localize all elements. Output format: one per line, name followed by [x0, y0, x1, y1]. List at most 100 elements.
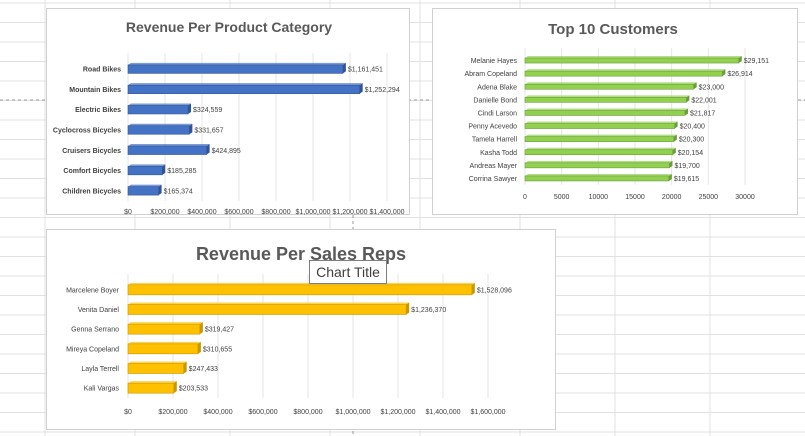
bar-top-face	[128, 322, 203, 325]
x-tick-label: $600,000	[248, 409, 277, 416]
data-label: $319,427	[205, 327, 234, 334]
x-tick-label: $1,200,000	[332, 209, 367, 216]
data-label: $1,161,451	[348, 67, 383, 74]
bar-side-face	[471, 282, 475, 295]
x-tick-label: 25000	[699, 194, 719, 201]
x-tick-label: $800,000	[293, 409, 322, 416]
category-label: Abram Copeland	[464, 71, 517, 78]
x-tick-label: 5000	[554, 194, 570, 201]
category-label: Kasha Todd	[480, 150, 517, 157]
category-label: Comfort Bicycles	[63, 168, 121, 175]
bar-side-face	[722, 69, 726, 77]
data-label: $203,533	[179, 386, 208, 393]
bar-top-face	[128, 381, 177, 384]
data-label: $1,236,370	[411, 307, 446, 314]
bar-top-face	[525, 160, 673, 163]
bar	[127, 145, 207, 155]
category-label: Kali Vargas	[84, 386, 120, 393]
x-tick-label: $1,400,000	[369, 209, 404, 216]
bar	[127, 84, 360, 94]
data-label: $20,300	[679, 137, 704, 144]
category-label: Adena Blake	[477, 84, 517, 91]
data-label: $19,615	[674, 176, 699, 183]
bar-side-face	[183, 361, 187, 374]
category-label: Danielle Bond	[473, 97, 517, 104]
bar	[127, 166, 163, 176]
bar	[127, 125, 190, 135]
bar-top-face	[128, 282, 475, 285]
bar-side-face	[197, 341, 201, 354]
category-label: Corrina Sawyer	[469, 176, 518, 183]
data-label: $22,001	[691, 97, 716, 104]
bar	[524, 136, 675, 142]
chart-top-10-customers[interactable]: Top 10 Customers 0 5000 10000 15000 20000 2500…	[432, 8, 798, 215]
category-label: Penny Acevedo	[468, 124, 517, 131]
bar-side-face	[738, 56, 742, 64]
x-tick-label: $1,000,000	[295, 209, 330, 216]
data-label: $29,151	[744, 58, 769, 65]
bar-top-face	[525, 69, 726, 72]
bar-top-face	[525, 56, 742, 59]
data-label: $331,657	[194, 128, 223, 135]
data-label: $310,655	[203, 346, 232, 353]
bar-side-face	[359, 83, 363, 94]
category-label: Melanie Hayes	[471, 58, 518, 65]
category-label: Mireya Copeland	[66, 346, 119, 353]
chart-title: Top 10 Customers	[548, 21, 678, 38]
bar-top-face	[128, 341, 201, 344]
bar-side-face	[673, 134, 677, 142]
bar	[127, 323, 201, 335]
chart-revenue-per-product-category[interactable]: Revenue Per Product Category $0 $200,000 $4…	[46, 8, 410, 216]
chart-revenue-per-sales-reps[interactable]: Revenue Per Sales Reps $0 $200,000 $400,000…	[46, 229, 556, 430]
bar-side-face	[693, 82, 697, 90]
x-tick-label: 10000	[589, 194, 609, 201]
data-label: $19,700	[674, 163, 699, 170]
x-tick-label: $1,200,000	[380, 409, 415, 416]
bar-side-face	[668, 173, 672, 181]
category-label: Venita Daniel	[78, 307, 120, 314]
bar-top-face	[525, 82, 697, 85]
category-label: Cyclocross Bicycles	[53, 128, 121, 135]
bar-top-face	[525, 121, 678, 124]
x-tick-label: $1,000,000	[335, 409, 370, 416]
data-label: $20,400	[680, 124, 705, 131]
bar-side-face	[684, 108, 688, 116]
category-label: Cindi Larson	[478, 110, 517, 117]
bar	[127, 304, 407, 315]
bar-side-face	[674, 121, 678, 129]
bar-side-face	[188, 103, 192, 114]
bar-top-face	[128, 164, 166, 167]
category-label: Children Bicycles	[62, 188, 121, 195]
data-label: $26,914	[727, 71, 752, 78]
bar	[524, 57, 740, 64]
data-label: $1,528,096	[477, 287, 512, 294]
bar-side-face	[173, 381, 177, 394]
bar	[524, 175, 670, 182]
data-label: $247,433	[189, 366, 218, 373]
x-tick-label: 0	[523, 194, 527, 201]
bar	[127, 343, 199, 355]
bar	[524, 83, 694, 90]
bar-top-face	[128, 144, 210, 147]
x-tick-label: 15000	[625, 194, 645, 201]
bar	[127, 64, 344, 74]
bar-top-face	[128, 62, 346, 65]
bar-side-face	[206, 144, 210, 155]
x-tick-label: $200,000	[158, 409, 187, 416]
chart-title: Revenue Per Sales Reps	[196, 244, 406, 264]
chart-title: Revenue Per Product Category	[126, 19, 332, 35]
bar	[127, 363, 184, 374]
bar-side-face	[199, 322, 203, 335]
x-tick-label: $1,400,000	[425, 409, 460, 416]
category-label: Cruisers Bicycles	[62, 148, 121, 155]
category-label: Road Bikes	[83, 67, 121, 74]
bar-top-face	[128, 123, 193, 126]
bar-top-face	[128, 103, 192, 106]
customers-chart-svg: Top 10 Customers 0 5000 10000 15000 20000 2500…	[464, 21, 769, 201]
bar-top-face	[525, 134, 677, 137]
bar-top-face	[128, 361, 187, 364]
bar-top-face	[128, 184, 162, 187]
bar	[127, 382, 175, 394]
category-label: Mountain Bikes	[69, 87, 121, 94]
bar-top-face	[128, 83, 363, 86]
